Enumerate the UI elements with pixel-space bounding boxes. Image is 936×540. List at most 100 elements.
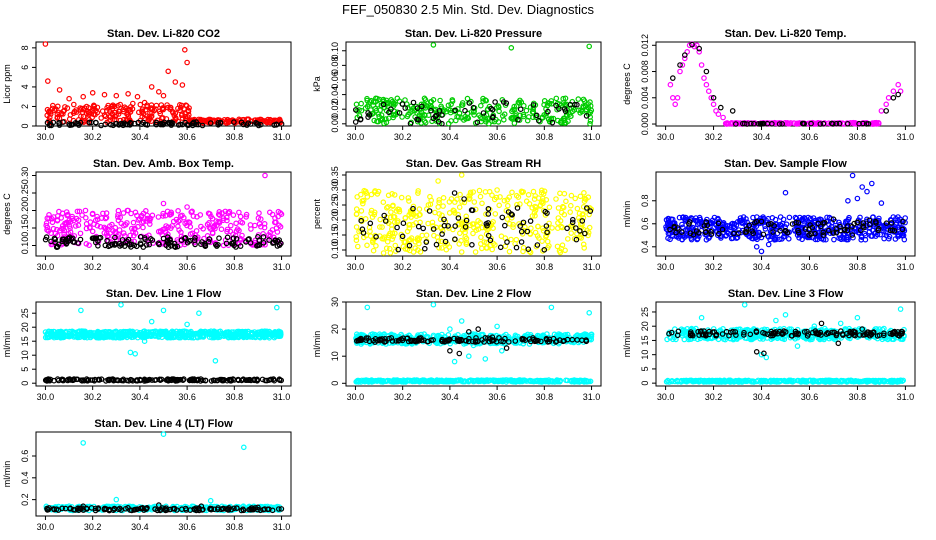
data-point (366, 338, 373, 345)
data-point (278, 121, 285, 127)
data-point (452, 236, 458, 243)
data-point (864, 188, 870, 195)
data-point (673, 229, 679, 236)
data-point (365, 114, 371, 120)
data-point (59, 334, 66, 341)
data-point (416, 240, 422, 247)
data-point (518, 239, 525, 245)
data-point (385, 115, 392, 122)
data-point (517, 201, 523, 207)
data-point (405, 195, 412, 201)
data-point (843, 218, 849, 225)
data-point (124, 238, 130, 245)
y-tick-label: 0.6 (640, 218, 650, 231)
data-point (367, 228, 373, 235)
data-point (575, 96, 582, 102)
data-point (231, 377, 238, 383)
data-point (156, 89, 162, 95)
data-point (158, 102, 165, 108)
data-point (218, 226, 225, 233)
data-point (807, 215, 814, 222)
data-point (438, 245, 445, 251)
data-point (196, 310, 202, 317)
data-point (438, 338, 445, 344)
data-point (875, 225, 882, 232)
data-point (120, 210, 127, 216)
data-point (557, 190, 563, 197)
data-point (85, 105, 92, 111)
data-point (430, 223, 436, 229)
data-point (508, 44, 515, 51)
data-point (238, 219, 244, 225)
data-point (198, 241, 204, 248)
data-point (513, 111, 519, 117)
data-point (895, 233, 901, 240)
data-point (847, 120, 854, 126)
data-point (545, 377, 552, 383)
data-point (452, 223, 459, 229)
data-point (451, 208, 457, 214)
data-point (423, 239, 430, 245)
data-point (115, 214, 121, 220)
data-point (850, 120, 857, 126)
y-axis-label: ml/min (622, 201, 632, 228)
x-tick-label: 30.0 (37, 132, 55, 142)
data-point (461, 199, 468, 206)
data-point (92, 235, 99, 242)
data-point (215, 332, 221, 338)
y-axis-label: ml/min (2, 331, 12, 358)
x-tick-label: 30.8 (849, 132, 867, 142)
data-point (86, 119, 93, 126)
data-point (478, 234, 484, 241)
series-a (663, 172, 909, 255)
data-point (229, 333, 235, 339)
data-point (554, 377, 560, 383)
y-tick-label: 0.10 (330, 241, 340, 259)
data-point (885, 95, 892, 101)
data-point (407, 120, 414, 127)
data-point (200, 334, 207, 340)
data-point (478, 245, 485, 252)
data-point (490, 219, 496, 225)
data-point (446, 336, 453, 343)
y-tick-label: 6 (20, 65, 30, 70)
x-tick-label: 30.6 (178, 392, 196, 402)
data-point (388, 335, 395, 341)
y-tick-label: 15 (20, 336, 30, 346)
data-point (543, 377, 549, 384)
data-point (353, 234, 360, 240)
data-point (364, 378, 371, 384)
data-point (720, 114, 726, 121)
data-point (77, 107, 84, 113)
data-point (237, 213, 244, 220)
data-point (717, 104, 724, 111)
data-point (80, 377, 86, 383)
data-point (546, 220, 552, 227)
data-point (357, 116, 364, 122)
data-point (470, 221, 477, 227)
data-point (226, 376, 232, 383)
data-point (142, 333, 149, 339)
y-tick-label: 0.35 (330, 166, 340, 184)
data-point (168, 211, 175, 217)
data-point (668, 216, 675, 223)
data-point (89, 228, 96, 235)
data-point (517, 223, 524, 229)
data-point (115, 111, 122, 117)
x-tick-label: 30.4 (441, 392, 459, 402)
data-point (396, 110, 403, 116)
data-point (463, 241, 470, 247)
data-point (113, 377, 119, 384)
data-point (870, 214, 876, 220)
data-point (884, 336, 891, 343)
data-point (164, 208, 171, 215)
x-tick-label: 30.0 (37, 392, 55, 402)
data-point (520, 219, 527, 226)
y-tick-label: 0.004 (640, 87, 650, 110)
data-point (386, 109, 392, 116)
x-tick-label: 30.4 (441, 132, 459, 142)
data-point (54, 217, 61, 223)
data-point (451, 199, 458, 205)
data-point (490, 377, 496, 384)
data-point (671, 224, 678, 231)
